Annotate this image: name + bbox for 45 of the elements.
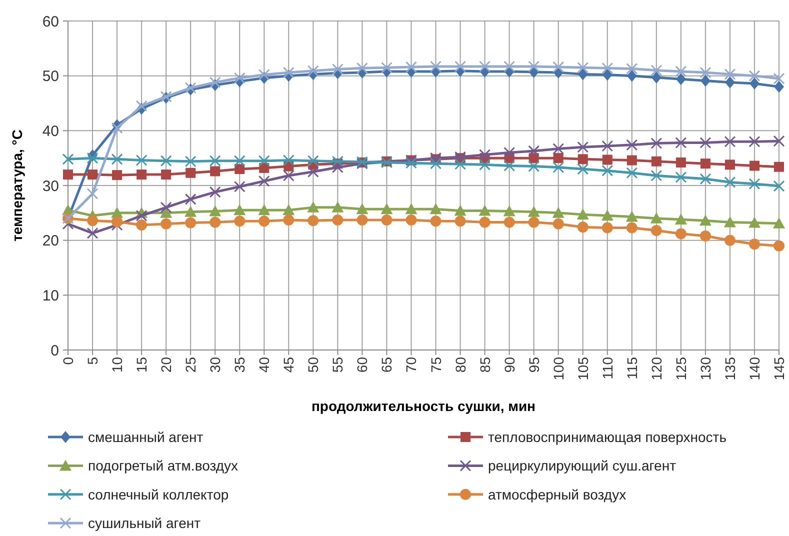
x-tick-label: 80 xyxy=(452,356,468,373)
x-tick-label: 5 xyxy=(84,356,101,365)
legend-label: солнечный коллектор xyxy=(88,486,229,502)
x-axis-title: продолжительность сушки, мин xyxy=(311,398,536,414)
y-axis-title: температура, °С xyxy=(9,129,25,242)
x-tick-label: 110 xyxy=(599,356,616,380)
x-tick-label: 135 xyxy=(722,356,738,380)
x-tick-label: 145 xyxy=(771,356,787,380)
x-tick-label: 25 xyxy=(182,356,199,373)
y-tick-label: 40 xyxy=(42,122,59,140)
legend-label: атмосферный воздух xyxy=(488,486,626,502)
legend-label: смешанный агент xyxy=(88,428,204,445)
x-tick-label: 115 xyxy=(624,356,640,380)
x-tick-label: 65 xyxy=(378,356,395,373)
x-tick-label: 45 xyxy=(280,356,297,373)
x-tick-label: 10 xyxy=(109,356,126,373)
x-tick-label: 20 xyxy=(158,356,174,373)
legend-label: подогретый атм.воздух xyxy=(88,458,238,474)
x-tick-label: 35 xyxy=(232,356,248,373)
y-tick-label: 20 xyxy=(42,232,59,250)
x-tick-label: 15 xyxy=(134,356,150,373)
legend-label: рециркулирующий суш.агент xyxy=(488,458,677,474)
x-tick-label: 70 xyxy=(403,356,420,373)
x-tick-label: 30 xyxy=(207,356,224,373)
x-tick-label: 60 xyxy=(354,356,370,373)
x-tick-label: 100 xyxy=(550,356,566,380)
x-tick-label: 75 xyxy=(428,356,444,373)
x-tick-label: 90 xyxy=(501,356,518,373)
y-tick-label: 30 xyxy=(42,178,59,195)
x-tick-label: 0 xyxy=(60,356,76,365)
y-tick-label: 50 xyxy=(42,68,59,86)
legend-label: сушильный агент xyxy=(88,515,202,531)
x-tick-label: 50 xyxy=(305,356,322,373)
x-tick-label: 85 xyxy=(476,356,493,373)
y-tick-label: 60 xyxy=(42,13,59,30)
x-tick-label: 120 xyxy=(648,356,664,380)
x-tick-label: 130 xyxy=(697,356,714,380)
x-tick-label: 40 xyxy=(256,356,272,373)
legend-label: тепловоспринимающая поверхность xyxy=(488,428,727,445)
x-tick-label: 95 xyxy=(526,356,542,373)
x-tick-label: 55 xyxy=(330,356,346,373)
y-tick-label: 10 xyxy=(42,287,59,304)
x-tick-label: 105 xyxy=(574,356,591,380)
x-tick-label: 125 xyxy=(672,356,689,380)
x-tick-label: 140 xyxy=(746,356,762,380)
